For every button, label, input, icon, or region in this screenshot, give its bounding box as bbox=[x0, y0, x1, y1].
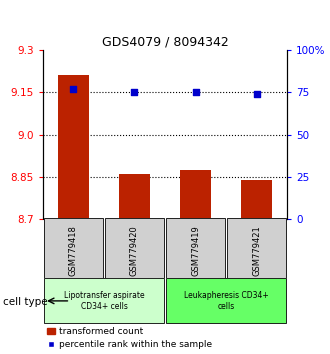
Text: Leukapheresis CD34+
cells: Leukapheresis CD34+ cells bbox=[184, 291, 268, 310]
Bar bbox=[241, 180, 272, 219]
Point bbox=[132, 89, 137, 95]
Title: GDS4079 / 8094342: GDS4079 / 8094342 bbox=[102, 35, 228, 48]
Text: GSM779420: GSM779420 bbox=[130, 225, 139, 276]
Point bbox=[71, 86, 76, 91]
FancyBboxPatch shape bbox=[105, 218, 164, 282]
Text: Lipotransfer aspirate
CD34+ cells: Lipotransfer aspirate CD34+ cells bbox=[64, 291, 144, 310]
Text: cell type: cell type bbox=[3, 297, 48, 307]
Text: GSM779419: GSM779419 bbox=[191, 225, 200, 276]
Text: GSM779421: GSM779421 bbox=[252, 225, 261, 276]
Legend: transformed count, percentile rank within the sample: transformed count, percentile rank withi… bbox=[48, 327, 212, 349]
Text: GSM779418: GSM779418 bbox=[69, 225, 78, 276]
Bar bbox=[180, 170, 211, 219]
FancyBboxPatch shape bbox=[166, 218, 225, 282]
FancyBboxPatch shape bbox=[44, 278, 164, 324]
FancyBboxPatch shape bbox=[166, 278, 286, 324]
Bar bbox=[119, 174, 150, 219]
Point bbox=[193, 89, 198, 95]
FancyBboxPatch shape bbox=[227, 218, 286, 282]
Point bbox=[254, 91, 259, 97]
Bar bbox=[58, 75, 89, 219]
FancyBboxPatch shape bbox=[44, 218, 103, 282]
